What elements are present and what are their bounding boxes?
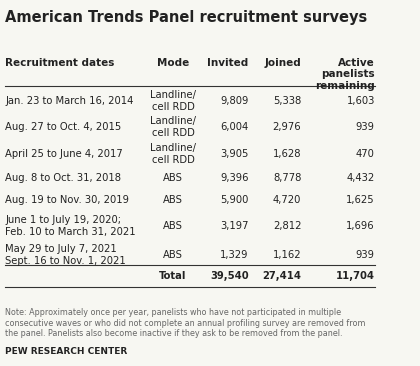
Text: Total: Total <box>159 271 187 281</box>
Text: PEW RESEARCH CENTER: PEW RESEARCH CENTER <box>5 347 127 355</box>
Text: June 1 to July 19, 2020;
Feb. 10 to March 31, 2021: June 1 to July 19, 2020; Feb. 10 to Marc… <box>5 215 136 237</box>
Text: 5,900: 5,900 <box>220 195 249 205</box>
Text: 27,414: 27,414 <box>262 271 301 281</box>
Text: 1,329: 1,329 <box>220 250 249 260</box>
Text: ABS: ABS <box>163 221 183 231</box>
Text: American Trends Panel recruitment surveys: American Trends Panel recruitment survey… <box>5 11 368 26</box>
Text: 8,778: 8,778 <box>273 173 301 183</box>
Text: Invited: Invited <box>207 58 249 68</box>
Text: Jan. 23 to March 16, 2014: Jan. 23 to March 16, 2014 <box>5 96 134 106</box>
Text: 2,976: 2,976 <box>273 122 301 132</box>
Text: 1,162: 1,162 <box>273 250 301 260</box>
Text: 939: 939 <box>356 122 375 132</box>
Text: 39,540: 39,540 <box>210 271 249 281</box>
Text: 5,338: 5,338 <box>273 96 301 106</box>
Text: ABS: ABS <box>163 173 183 183</box>
Text: Note: Approximately once per year, panelists who have not participated in multip: Note: Approximately once per year, panel… <box>5 308 366 338</box>
Text: ABS: ABS <box>163 250 183 260</box>
Text: 1,625: 1,625 <box>346 195 375 205</box>
Text: Aug. 27 to Oct. 4, 2015: Aug. 27 to Oct. 4, 2015 <box>5 122 121 132</box>
Text: April 25 to June 4, 2017: April 25 to June 4, 2017 <box>5 149 123 159</box>
Text: 4,720: 4,720 <box>273 195 301 205</box>
Text: Landline/
cell RDD: Landline/ cell RDD <box>150 116 196 138</box>
Text: 9,396: 9,396 <box>220 173 249 183</box>
Text: 1,696: 1,696 <box>346 221 375 231</box>
Text: 2,812: 2,812 <box>273 221 301 231</box>
Text: ABS: ABS <box>163 195 183 205</box>
Text: 3,905: 3,905 <box>220 149 249 159</box>
Text: 939: 939 <box>356 250 375 260</box>
Text: Aug. 19 to Nov. 30, 2019: Aug. 19 to Nov. 30, 2019 <box>5 195 129 205</box>
Text: Landline/
cell RDD: Landline/ cell RDD <box>150 143 196 165</box>
Text: 6,004: 6,004 <box>220 122 249 132</box>
Text: 4,432: 4,432 <box>346 173 375 183</box>
Text: 9,809: 9,809 <box>220 96 249 106</box>
Text: Mode: Mode <box>157 58 189 68</box>
Text: 3,197: 3,197 <box>220 221 249 231</box>
Text: 470: 470 <box>356 149 375 159</box>
Text: Recruitment dates: Recruitment dates <box>5 58 115 68</box>
Text: 1,603: 1,603 <box>346 96 375 106</box>
Text: 1,628: 1,628 <box>273 149 301 159</box>
Text: Aug. 8 to Oct. 31, 2018: Aug. 8 to Oct. 31, 2018 <box>5 173 121 183</box>
Text: Landline/
cell RDD: Landline/ cell RDD <box>150 90 196 112</box>
Text: Joined: Joined <box>265 58 301 68</box>
Text: May 29 to July 7, 2021
Sept. 16 to Nov. 1, 2021: May 29 to July 7, 2021 Sept. 16 to Nov. … <box>5 244 126 266</box>
Text: Active
panelists
remaining: Active panelists remaining <box>315 58 375 91</box>
Text: 11,704: 11,704 <box>336 271 375 281</box>
